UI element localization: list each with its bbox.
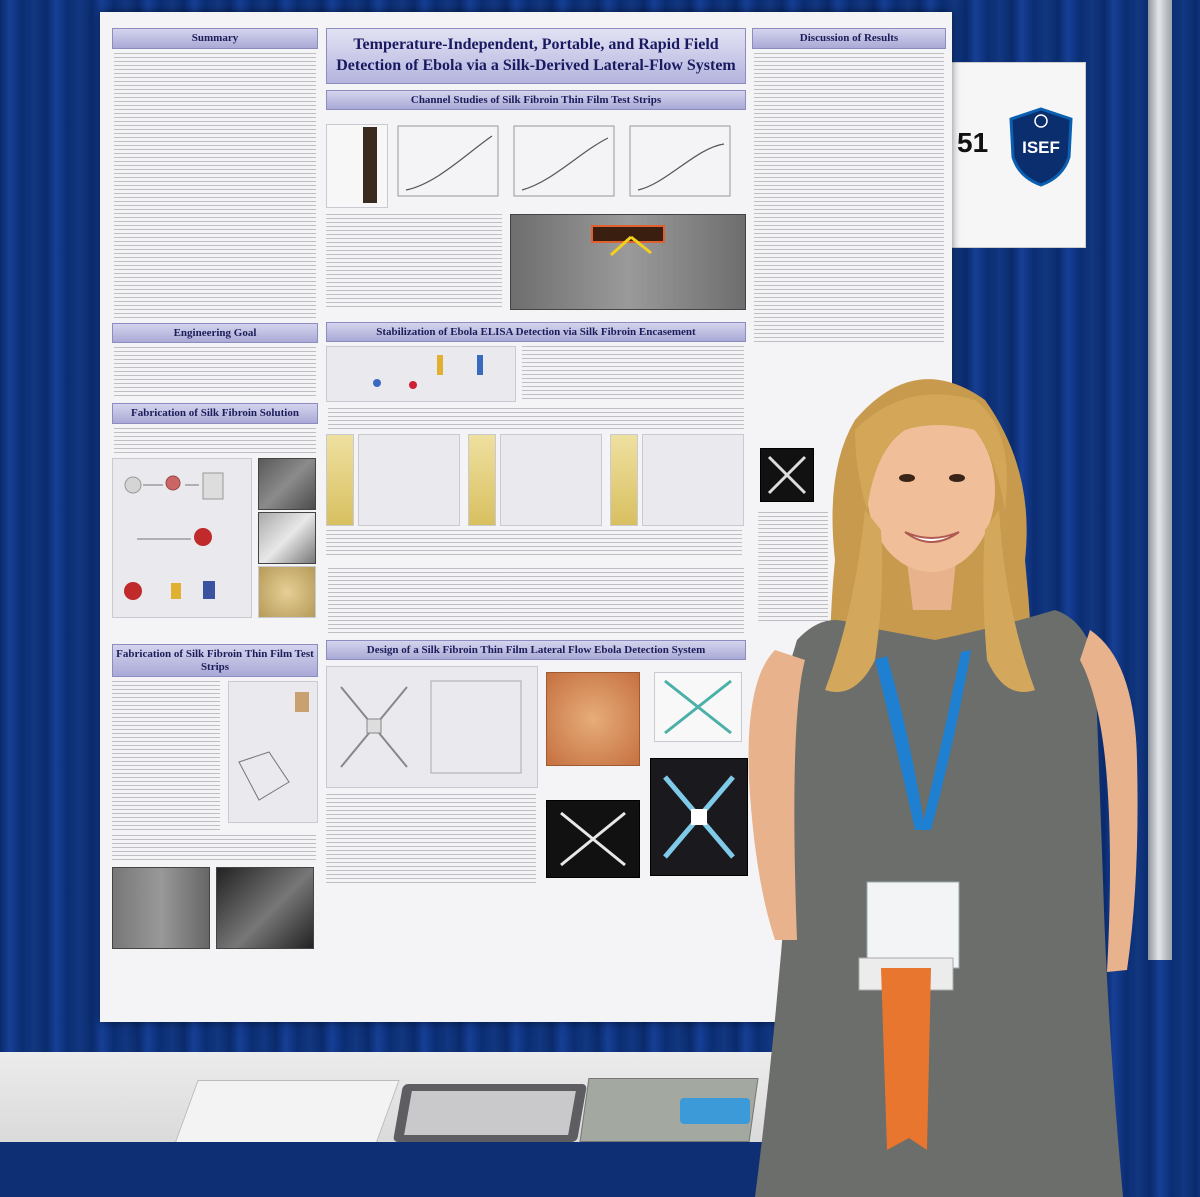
lateral-flow-schematic-graphic: [340, 680, 522, 774]
lateral-flow-photo-orange: [546, 671, 640, 766]
summary-text-block: [114, 52, 316, 319]
thin-film-diagram: [228, 681, 318, 824]
face: [867, 408, 995, 572]
elisa-plot-3: [642, 433, 744, 526]
section-header-lateral-flow-design: Design of a Silk Fibroin Thin Film Later…: [326, 639, 746, 660]
lateral-flow-black-graphic: [560, 811, 626, 866]
sem-image-1: [112, 867, 210, 950]
strip-photo-test-strip: [363, 126, 377, 203]
elisa-diagram: [326, 345, 516, 402]
discussion-text-block: [754, 52, 944, 343]
blue-object: [680, 1098, 750, 1124]
lateral-flow-x-graphic: [664, 679, 732, 734]
thin-film-caption: [112, 835, 316, 864]
thin-film-diagram-graphic: [238, 692, 309, 801]
poster-left-column: Summary Engineering Goal Fabrication of …: [112, 28, 318, 988]
hair-front: [855, 394, 1007, 510]
elisa-top-area: [326, 345, 746, 404]
booth-sign: 51 ISEF: [950, 62, 1086, 248]
poster-middle-column: Temperature-Independent, Portable, and R…: [326, 28, 748, 988]
section-header-engineering-goal: Engineering Goal: [112, 322, 318, 344]
strip-photo: [326, 123, 388, 208]
silk-photo-2: [258, 511, 316, 564]
lateral-flow-device-graphic: [663, 774, 735, 859]
sem-channel-highlight: [591, 224, 665, 243]
elisa-axis-row: [326, 529, 742, 558]
left-eye: [899, 474, 915, 482]
poster-title: Temperature-Independent, Portable, and R…: [326, 28, 746, 84]
poster-right-column: Discussion of Results: [752, 28, 946, 358]
lateral-flow-figures: [326, 665, 748, 892]
thin-film-strips-area: [112, 677, 318, 867]
section-header-thin-film-strips: Fabrication of Silk Fibroin Thin Film Te…: [112, 643, 318, 678]
section-header-silk-solution: Fabrication of Silk Fibroin Solution: [112, 403, 318, 424]
elisa-results-figures: [326, 433, 746, 564]
process-diagram-graphic: [124, 472, 224, 600]
engineering-goal-text-block: [114, 347, 316, 400]
channel-studies-figures: [326, 114, 746, 214]
thin-film-text-block: [112, 681, 220, 832]
elisa-discussion-text: [328, 567, 744, 634]
silk-photo-3: [258, 565, 316, 618]
silk-photo-1: [258, 457, 316, 510]
section-header-summary: Summary: [112, 28, 318, 49]
lateral-flow-text: [326, 793, 536, 884]
right-eye: [949, 474, 965, 482]
elisa-strip-3: [610, 433, 638, 526]
lateral-flow-photo-black: [546, 799, 640, 878]
booth-number: 51: [957, 127, 989, 158]
hair-right-strand: [983, 510, 1035, 692]
silk-solution-text-block: [114, 427, 316, 454]
elisa-strip-2: [468, 433, 496, 526]
section-header-channel-studies: Channel Studies of Silk Fibroin Thin Fil…: [326, 89, 746, 110]
lateral-flow-device-photo: [650, 757, 748, 876]
student-presenter: [748, 379, 1138, 1197]
section-header-discussion: Discussion of Results: [752, 28, 946, 49]
lateral-flow-x-diagram: [654, 671, 742, 742]
right-device-graphic: [767, 455, 807, 495]
left-arm: [748, 650, 805, 940]
right-column-device-photo: [760, 448, 814, 502]
paper-sheet: [174, 1080, 400, 1144]
table-skirt: [0, 1142, 780, 1197]
lanyard-right: [921, 650, 971, 830]
sem-image-2: [216, 867, 314, 950]
name-badge: [866, 881, 960, 969]
isef-shield-logo: ISEF: [1009, 107, 1073, 187]
channel-results-area: [326, 213, 746, 316]
elisa-text-2: [328, 407, 744, 430]
section-header-elisa-stabilization: Stabilization of Ebola ELISA Detection v…: [326, 321, 746, 342]
smile: [904, 531, 960, 543]
lanyard-left: [875, 656, 925, 830]
sem-channel-image: [510, 213, 746, 310]
right-column-text-lower: [758, 512, 828, 622]
lateral-flow-schematic: [326, 665, 538, 788]
silk-solution-figure-area: [112, 457, 318, 618]
tablet-screen: [404, 1091, 576, 1135]
orange-ribbon: [881, 968, 931, 1150]
hair-left-strand: [825, 510, 883, 692]
elisa-diagram-graphic: [373, 354, 483, 389]
channel-results-text: [326, 213, 502, 310]
sem-image-row: [112, 867, 318, 951]
display-pole: [1148, 0, 1172, 960]
elisa-text: [522, 345, 744, 400]
right-arm: [1080, 630, 1138, 972]
tablet-device: [392, 1084, 588, 1142]
process-diagram-figure: [112, 457, 252, 618]
elisa-plot-2: [500, 433, 602, 526]
elisa-strip-1: [326, 433, 354, 526]
sem-arrows: [609, 235, 652, 256]
channel-curves-graphic: [397, 125, 731, 197]
elisa-plot-1: [358, 433, 460, 526]
isef-badge-text: ISEF: [1022, 138, 1060, 157]
